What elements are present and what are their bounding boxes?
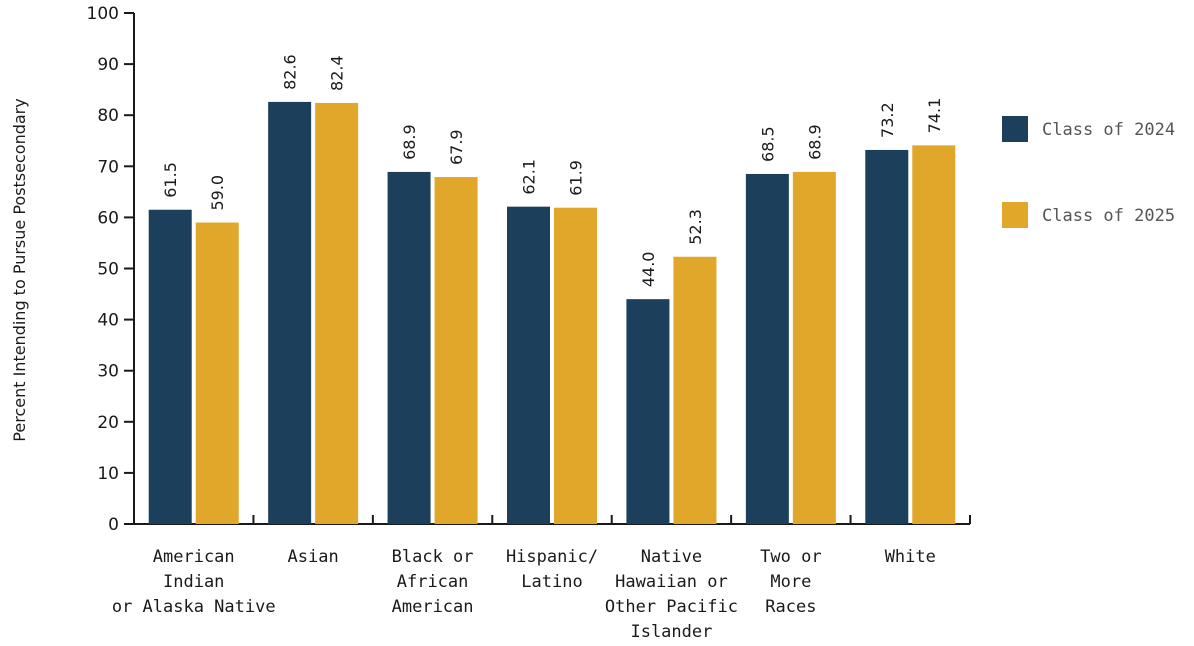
bar (507, 206, 550, 524)
y-axis-title: Percent Intending to Pursue Postsecondar… (10, 98, 29, 441)
bar (148, 209, 192, 525)
bar (626, 299, 670, 524)
y-tick-label: 20 (97, 413, 119, 433)
bar (554, 207, 597, 525)
bar (387, 171, 431, 524)
bar (792, 171, 836, 524)
data-label: 68.9 (805, 124, 824, 160)
bar (315, 102, 359, 524)
data-label: 82.4 (328, 55, 347, 91)
bar (912, 145, 956, 524)
y-tick-label: 50 (97, 260, 119, 280)
category-label: Asian (288, 547, 339, 567)
bar (745, 173, 789, 524)
category-labels: American Indian or Alaska Native Asian Black… (112, 547, 936, 642)
category-label: American Indian or Alaska Native (112, 547, 276, 617)
bar (195, 222, 239, 524)
legend: Class of 2024 Class of 2025 (1002, 116, 1175, 228)
y-tick-label: 0 (108, 515, 119, 535)
bar (673, 256, 717, 524)
bar (268, 101, 312, 524)
bar (865, 149, 909, 524)
y-tick-label: 30 (97, 362, 119, 382)
y-tick-label: 60 (97, 208, 119, 228)
data-label: 82.6 (281, 54, 300, 90)
data-label: 67.9 (447, 129, 466, 165)
data-label: 59.0 (208, 175, 227, 211)
category-label: White (885, 547, 936, 567)
y-axis-ticks: 0 10 20 30 40 50 60 70 80 90 100 (87, 4, 134, 535)
category-label: Two or More Races (760, 547, 821, 617)
data-label: 73.2 (878, 102, 897, 138)
data-label: 68.5 (758, 126, 777, 162)
legend-label: Class of 2025 (1042, 206, 1175, 226)
legend-label: Class of 2024 (1042, 120, 1175, 140)
data-label: 61.5 (161, 162, 180, 198)
y-tick-label: 90 (97, 55, 119, 75)
y-tick-label: 40 (97, 311, 119, 331)
category-label: Black or African American (392, 547, 474, 617)
data-label: 62.1 (520, 159, 539, 195)
legend-swatch (1002, 116, 1028, 142)
y-tick-label: 10 (97, 464, 119, 484)
data-label: 74.1 (925, 98, 944, 134)
category-label: Native Hawaiian or Other Pacific Islander (605, 547, 738, 642)
data-label: 61.9 (567, 160, 586, 196)
legend-swatch (1002, 202, 1028, 228)
y-tick-label: 80 (97, 106, 119, 126)
bar (434, 177, 478, 524)
category-label: Hispanic/Latino (506, 547, 598, 592)
data-label: 52.3 (686, 209, 705, 245)
y-tick-label: 100 (87, 4, 119, 24)
data-label: 68.9 (400, 124, 419, 160)
axes (133, 13, 971, 525)
bars: 61.5 59.0 82.6 82.4 68.9 67.9 62.1 61.9 44.0 52.3… (148, 54, 956, 525)
data-label: 44.0 (639, 252, 658, 288)
y-tick-label: 70 (97, 157, 119, 177)
